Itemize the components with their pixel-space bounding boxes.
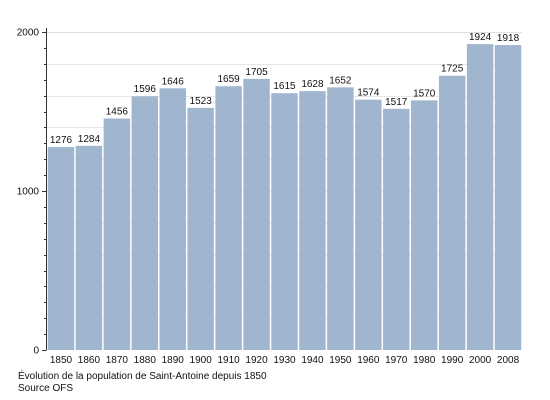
bar <box>75 145 103 350</box>
data-label: 1456 <box>106 107 129 118</box>
data-label: 1652 <box>329 75 352 86</box>
y-tick-label: 2000 <box>17 28 40 39</box>
x-tick-label: 1850 <box>50 355 73 366</box>
x-tick-label: 1980 <box>413 355 436 366</box>
data-label: 1284 <box>78 134 101 145</box>
x-tick-label: 1880 <box>134 355 157 366</box>
x-tick-label: 1950 <box>329 355 352 366</box>
data-label: 1924 <box>469 32 492 43</box>
x-tick-label: 1930 <box>273 355 296 366</box>
data-label: 1705 <box>245 67 268 78</box>
x-tick-label: 1890 <box>162 355 185 366</box>
x-tick-label: 1920 <box>245 355 268 366</box>
bar <box>410 100 438 351</box>
x-tick-label: 1970 <box>385 355 408 366</box>
bar <box>299 91 326 351</box>
bar <box>494 45 522 350</box>
data-label: 1596 <box>134 84 157 95</box>
data-label: 1517 <box>385 97 408 108</box>
y-tick-label: 0 <box>33 346 39 357</box>
bar <box>187 107 214 350</box>
bar <box>438 75 466 350</box>
data-label: 1628 <box>301 79 324 90</box>
bar <box>355 99 382 350</box>
x-tick-label: 1910 <box>217 355 240 366</box>
data-label: 1574 <box>357 88 380 99</box>
data-label: 1725 <box>441 64 464 75</box>
data-label: 1570 <box>413 88 436 99</box>
data-label: 1659 <box>217 74 240 85</box>
x-tick-label: 2000 <box>469 355 492 366</box>
x-tick-label: 1870 <box>106 355 129 366</box>
data-label: 1646 <box>162 76 185 87</box>
bar <box>327 87 354 350</box>
data-label: 1276 <box>50 135 73 146</box>
data-label: 1615 <box>273 81 296 92</box>
y-tick-label: 1000 <box>17 187 40 198</box>
bar <box>131 96 159 351</box>
x-tick-label: 1860 <box>78 355 101 366</box>
bar <box>47 147 75 350</box>
x-tick-label: 1940 <box>301 355 324 366</box>
data-label: 1918 <box>497 33 520 44</box>
x-tick-label: 1990 <box>441 355 464 366</box>
bar <box>383 108 410 350</box>
x-tick-label: 2008 <box>497 355 520 366</box>
x-tick-label: 1900 <box>190 355 213 366</box>
x-tick-label: 1960 <box>357 355 380 366</box>
bar <box>103 118 131 350</box>
chart-source: Source OFS <box>18 383 74 394</box>
bar <box>466 44 494 350</box>
chart-caption: Évolution de la population de Saint-Anto… <box>18 371 267 382</box>
bar <box>271 93 298 351</box>
data-label: 1523 <box>190 96 213 107</box>
bar <box>243 78 270 351</box>
bar <box>215 86 242 350</box>
bar <box>159 88 186 350</box>
